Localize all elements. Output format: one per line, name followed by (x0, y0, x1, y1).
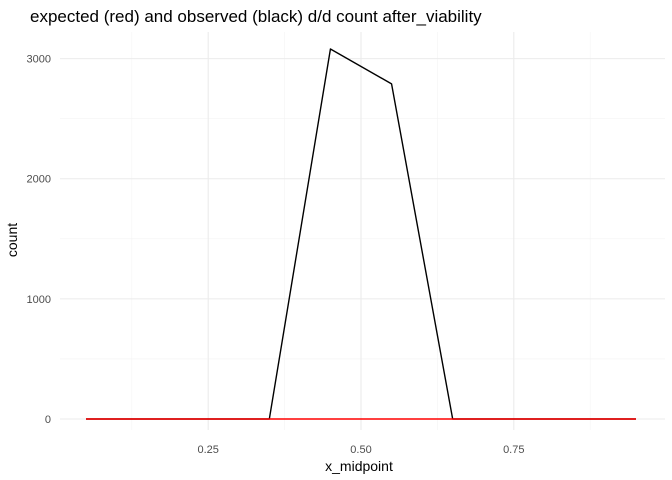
x-tick-label: 0.25 (198, 444, 219, 456)
series-lines (86, 48, 636, 420)
y-axis-title: count (4, 223, 20, 257)
y-tick-label: 3000 (27, 54, 51, 66)
x-axis-ticks: 0.25 0.50 0.75 (198, 444, 525, 456)
chart-title: expected (red) and observed (black) d/d … (30, 7, 482, 26)
y-axis-ticks: 0 1000 2000 3000 (27, 54, 51, 426)
y-tick-label: 2000 (27, 174, 51, 186)
y-tick-label: 1000 (27, 294, 51, 306)
x-axis-title: x_midpoint (325, 458, 393, 474)
x-tick-label: 0.50 (350, 444, 371, 456)
y-tick-label: 0 (45, 414, 51, 426)
x-tick-label: 0.75 (503, 444, 524, 456)
grid (60, 32, 665, 430)
